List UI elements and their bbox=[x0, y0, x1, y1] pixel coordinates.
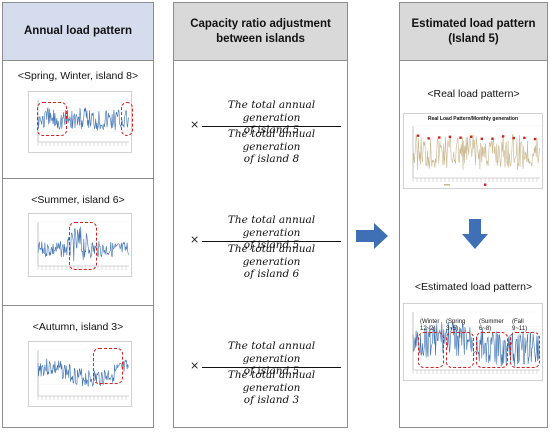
island8-spring-highlight bbox=[37, 102, 67, 136]
fall-highlight-box bbox=[510, 332, 540, 368]
fraction1-denominator-line2: of island 8 bbox=[243, 153, 300, 166]
capacity-ratio-header: Capacity ratio adjustment between island… bbox=[174, 3, 347, 61]
island3-load-chart bbox=[28, 341, 132, 407]
capacity-ratio-column: Capacity ratio adjustment between island… bbox=[173, 2, 348, 428]
real-load-chart: Real Load Pattern/Monthly generation bbox=[403, 113, 543, 189]
autumn-island3-caption: <Autumn, island 3> bbox=[32, 321, 124, 333]
winter-highlight-box bbox=[418, 332, 444, 368]
real-load-pattern-caption: <Real load pattern> bbox=[427, 88, 520, 100]
fraction2-bar bbox=[202, 241, 341, 242]
season-label-spring: (Spring 3~5) bbox=[446, 319, 466, 332]
fraction1-denominator-line1: The total annual generation bbox=[227, 128, 316, 153]
multiply-sign-3: × bbox=[190, 359, 200, 372]
annual-load-pattern-title: Annual load pattern bbox=[24, 25, 132, 38]
fraction2-denominator-line2: of island 6 bbox=[243, 268, 300, 281]
estimated-load-column: Estimated load pattern (Island 5) <Real … bbox=[399, 2, 548, 428]
fraction1-numerator-line1: The total annual generation bbox=[227, 99, 316, 124]
estimated-load-title-line1: Estimated load pattern bbox=[411, 18, 536, 31]
right-arrow-icon bbox=[356, 223, 388, 249]
left-row-separator-2 bbox=[3, 305, 153, 306]
season-label-winter: (Winter 12~2) bbox=[420, 319, 440, 332]
estimated-load-pattern-caption: <Estimated load pattern> bbox=[414, 281, 533, 293]
fraction2-numerator-line1: The total annual generation bbox=[227, 214, 316, 239]
estimated-load-chart-svg bbox=[412, 311, 540, 374]
spring-winter-island8-caption: <Spring, Winter, island 8> bbox=[17, 70, 139, 82]
fraction2-denominator-line1: The total annual generation bbox=[227, 243, 316, 268]
fraction1-numerator-line2: of island 5 bbox=[243, 124, 300, 137]
island6-load-chart bbox=[28, 213, 132, 277]
season-label-fall: (Fall 9~11) bbox=[512, 319, 528, 332]
real-load-chart-svg bbox=[412, 125, 540, 186]
fraction3-denominator-line1: The total annual generation bbox=[227, 369, 316, 394]
summer-island6-caption: <Summer, island 6> bbox=[31, 194, 125, 206]
annual-load-pattern-column: Annual load pattern <Spring, Winter, isl… bbox=[2, 2, 154, 428]
estimated-load-title-line2: (Island 5) bbox=[448, 32, 499, 45]
fraction3-denominator-line2: of island 3 bbox=[243, 394, 300, 407]
spring-highlight-box bbox=[446, 332, 474, 368]
fraction3-numerator-line1: The total annual generation bbox=[227, 340, 316, 365]
estimated-load-header: Estimated load pattern (Island 5) bbox=[400, 3, 547, 61]
left-row-separator-1 bbox=[3, 178, 153, 179]
island6-summer-highlight bbox=[69, 222, 97, 270]
summer-highlight-box bbox=[476, 332, 508, 368]
island3-autumn-highlight bbox=[93, 348, 123, 384]
capacity-ratio-title-line1: Capacity ratio adjustment bbox=[190, 18, 331, 31]
island3-load-chart-svg bbox=[37, 349, 129, 400]
island8-winter-highlight bbox=[121, 102, 133, 136]
season-label-summer: (Summer 6~8) bbox=[479, 319, 504, 332]
island8-load-chart-svg bbox=[37, 99, 129, 146]
real-load-chart-title: Real Load Pattern/Monthly generation bbox=[427, 116, 518, 122]
estimated-load-chart: (Winter 12~2) (Spring 3~5) (Summer 6~8) (Fa… bbox=[403, 303, 543, 381]
multiply-sign-1: × bbox=[190, 118, 200, 131]
fraction3-numerator-line2: of island 5 bbox=[243, 365, 300, 378]
multiply-sign-2: × bbox=[190, 233, 200, 246]
down-arrow-icon bbox=[462, 219, 488, 249]
island8-load-chart bbox=[28, 91, 133, 153]
capacity-ratio-title-line2: between islands bbox=[216, 32, 305, 45]
annual-load-pattern-header: Annual load pattern bbox=[3, 3, 153, 61]
fraction1-bar bbox=[202, 126, 341, 127]
fraction2-numerator-line2: of island 5 bbox=[243, 239, 300, 252]
fraction3-bar bbox=[202, 367, 341, 368]
